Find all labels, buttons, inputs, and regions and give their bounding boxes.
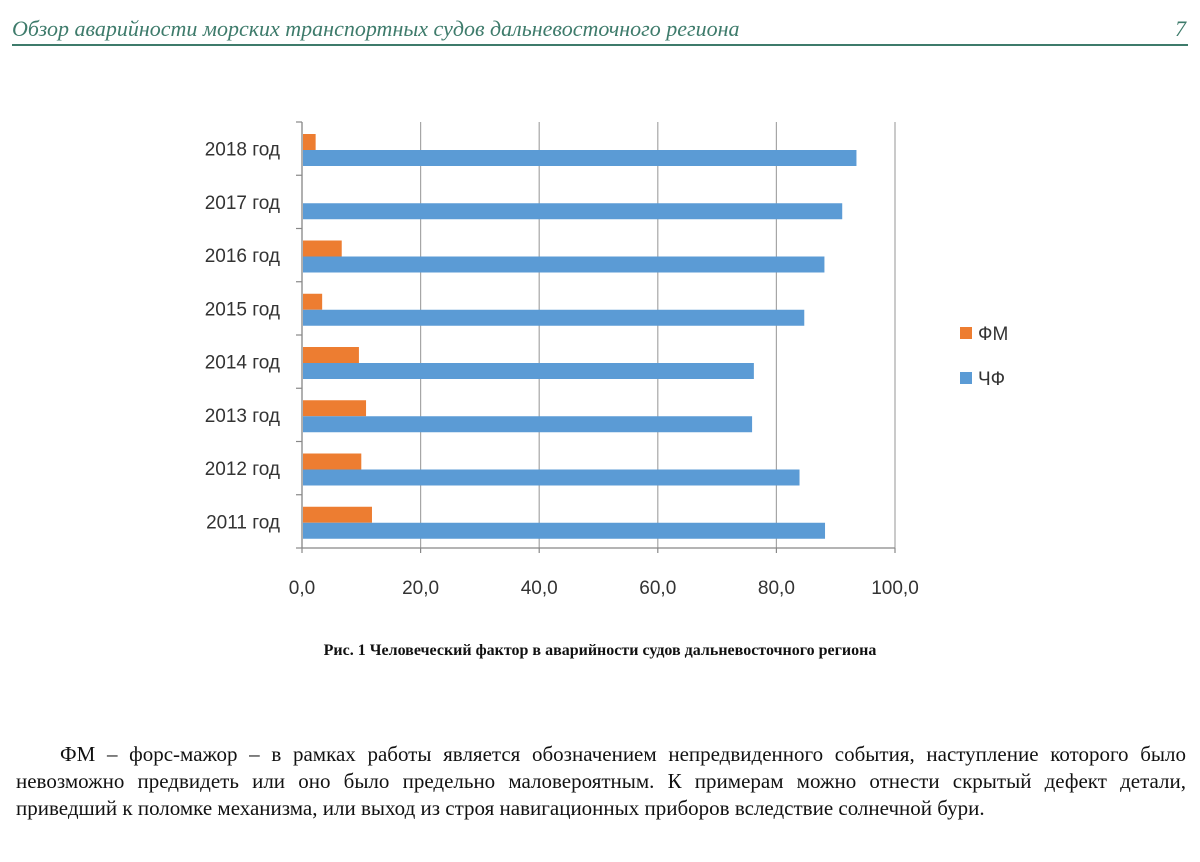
bar-fm xyxy=(303,506,372,523)
bar-chf xyxy=(303,469,800,486)
bar-chf xyxy=(303,522,826,539)
bar-fm xyxy=(303,134,316,150)
category-label: 2012 год xyxy=(205,459,280,480)
category-label: 2014 год xyxy=(205,353,280,374)
category-label: 2015 год xyxy=(205,299,280,320)
bar-chart: 0,0 20,0 40,0 60,0 80,0 100,0 2018 год 2017 год… xyxy=(205,121,1008,599)
x-tick-label: 0,0 xyxy=(289,578,315,599)
x-tick-label: 100,0 xyxy=(871,578,919,599)
bar-fm xyxy=(303,453,362,470)
bar-fm xyxy=(303,347,359,363)
bar-chf xyxy=(303,256,825,273)
legend-swatch xyxy=(960,327,972,339)
legend-label: ФМ xyxy=(978,324,1008,345)
category-label: 2017 год xyxy=(205,193,280,214)
page-number: 7 xyxy=(1175,16,1186,41)
x-tick-label: 80,0 xyxy=(758,578,795,599)
category-label: 2018 год xyxy=(205,140,280,161)
bar-chf xyxy=(303,203,843,220)
legend-label: ЧФ xyxy=(978,369,1005,390)
category-label: 2011 год xyxy=(206,512,280,533)
bar-fm xyxy=(303,400,367,417)
x-tick-label: 40,0 xyxy=(521,578,558,599)
bar-chf xyxy=(303,150,857,166)
category-label: 2016 год xyxy=(205,246,280,267)
figure-caption: Рис. 1 Человеческий фактор в аварийности… xyxy=(323,642,877,659)
bar-fm xyxy=(303,240,342,257)
bar-chf xyxy=(303,309,805,326)
header-title: Обзор аварийности морских транспортных с… xyxy=(12,16,740,41)
legend-swatch xyxy=(960,372,972,384)
bar-fm xyxy=(303,293,323,310)
body-paragraph: ФМ – форс-мажор – в рамках работы являет… xyxy=(16,742,1186,820)
bar-chf xyxy=(303,416,753,433)
x-tick-label: 20,0 xyxy=(402,578,439,599)
category-label: 2013 год xyxy=(205,406,280,427)
bar-chf xyxy=(303,363,754,379)
running-header: Обзор аварийности морских транспортных с… xyxy=(12,14,1188,46)
x-tick-label: 60,0 xyxy=(639,578,676,599)
